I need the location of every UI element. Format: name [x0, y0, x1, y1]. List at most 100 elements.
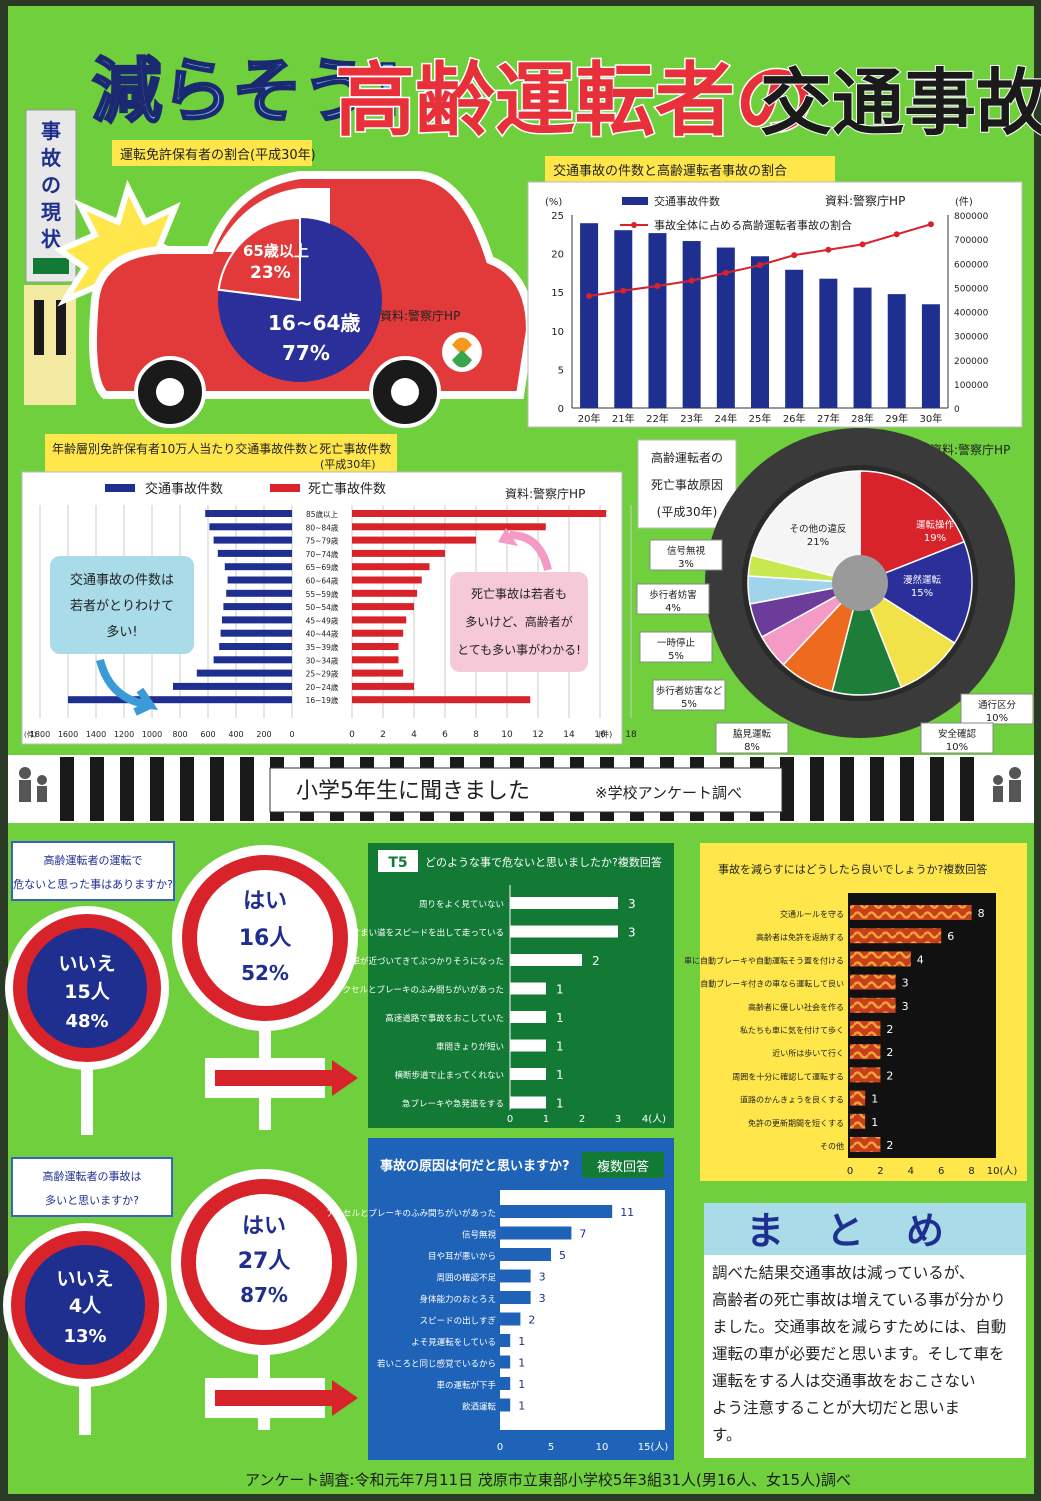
crosswalk-stripe	[150, 757, 164, 821]
danger-value: 1	[556, 1011, 564, 1025]
danger-bar	[510, 1096, 546, 1109]
trend-left-unit: (%)	[545, 197, 562, 208]
age-fatal-bar	[352, 510, 607, 517]
trend-x-tick: 20年	[578, 412, 601, 425]
q1-no-pct: 48%	[65, 1011, 108, 1032]
cause-label: スピードの出しすぎ	[420, 1316, 497, 1327]
tire-label: 一時停止	[657, 637, 696, 649]
q2-no-count: 4人	[69, 1295, 102, 1317]
tire-pct: 5%	[681, 699, 697, 710]
license-young-label: 16~64歳	[268, 311, 360, 335]
license-section: 運転免許保有者の割合(平成30年) 65歳以上 23% 16~64歳 77% 資…	[53, 140, 535, 428]
tire-pct: 10%	[946, 742, 968, 753]
danger-label: 周りをよく見ていない	[419, 900, 504, 910]
trend-x-tick: 28年	[851, 412, 874, 425]
tire-pct: 3%	[678, 559, 694, 570]
cause-value: 3	[539, 1271, 546, 1284]
age-left-tick: 1000	[142, 730, 162, 739]
age-left-unit: (件)	[24, 730, 37, 739]
age-label: 50~54歳	[306, 602, 339, 612]
age-label: 45~49歳	[306, 615, 339, 625]
age-label: 30~34歳	[306, 655, 339, 665]
side-label-char: 故	[41, 146, 62, 170]
crosswalk-stripe	[960, 757, 974, 821]
trend-legend-bar: 交通事故件数	[654, 194, 720, 208]
age-legend-left: 交通事故件数	[145, 481, 223, 497]
crosswalk-stripe	[60, 757, 74, 821]
danger-label: 横断歩道で止まってくれない	[395, 1070, 504, 1081]
age-note-left-line: 若者がとりわけて	[70, 598, 174, 614]
tire-pct: 10%	[986, 713, 1008, 724]
age-label: 25~29歳	[306, 669, 339, 679]
trend-legend-bar-swatch	[622, 197, 648, 205]
cause-label: 身体能力のおとろえ	[419, 1294, 496, 1305]
reduce-bar	[850, 1044, 881, 1060]
trend-right-unit: (件)	[955, 196, 973, 208]
cause-title: 事故の原因は何だと思いますか?	[380, 1158, 570, 1174]
age-note-right	[450, 572, 588, 672]
trend-line-point	[791, 252, 798, 259]
fatal-title-line: 高齢運転者の	[651, 450, 723, 465]
tire-label-box	[636, 583, 710, 615]
trend-legend-line: 事故全体に占める高齢運転者事故の割合	[654, 218, 852, 232]
cause-bar	[500, 1398, 511, 1412]
age-label: 55~59歳	[306, 589, 339, 599]
fatal-title-line: 死亡事故原因	[651, 477, 723, 492]
trend-line-point	[927, 221, 934, 228]
summary-line: 調べた結果交通事故は減っているが、	[712, 1264, 974, 1282]
tire-label-box	[715, 722, 789, 754]
danger-bar	[510, 1068, 546, 1080]
q2-no-pct: 13%	[63, 1326, 106, 1347]
reduce-bar	[850, 1113, 866, 1129]
age-accident-bar	[209, 523, 292, 531]
reduce-value: 2	[886, 1139, 893, 1152]
reduce-bar	[850, 1067, 881, 1083]
age-right-tick: 8	[473, 730, 479, 740]
trend-bar	[853, 287, 872, 408]
tire-label-box	[639, 631, 713, 663]
trend-left-tick: 10	[551, 327, 564, 338]
tire-pct: 21%	[807, 537, 829, 548]
title-part3: 交通事故	[760, 61, 1041, 145]
reduce-label: その他	[820, 1141, 844, 1151]
cause-value: 11	[620, 1206, 634, 1219]
age-fatal-bar	[352, 696, 531, 704]
age-left-tick: 1600	[58, 730, 78, 739]
age-left-tick: 1400	[86, 730, 106, 739]
license-source: 資料:警察庁HP	[380, 308, 460, 323]
cause-value: 1	[518, 1400, 525, 1413]
age-accident-bar	[173, 682, 292, 690]
age-right-tick: 12	[532, 730, 543, 740]
trend-line-point	[757, 262, 763, 269]
cause-value: 2	[528, 1314, 535, 1327]
reduce-title: 事故を減らすにはどうしたら良いでしょうか?複数回答	[718, 862, 987, 876]
side-label-mark	[33, 258, 69, 274]
trend-right-tick: 200000	[954, 357, 989, 367]
age-accident-bar	[68, 696, 292, 704]
age-label: 40~44歳	[306, 629, 339, 639]
age-fatal-bar	[352, 656, 399, 664]
age-year: (平成30年)	[320, 457, 376, 471]
age-source: 資料:警察庁HP	[505, 486, 585, 501]
trend-line-point	[722, 269, 729, 276]
accident-trend-section: 交通事故の件数と高齢運転者事故の割合 交通事故件数 事故全体に占める高齢運転者事…	[527, 156, 1023, 428]
tire-label-box	[652, 679, 726, 711]
danger-bar	[510, 982, 546, 995]
cause-label: 車の運転が下手	[436, 1380, 496, 1391]
age-note-left-line: 交通事故の件数は	[70, 572, 174, 588]
reduce-value: 3	[902, 1000, 909, 1013]
reduce-section: 事故を減らすにはどうしたら良いでしょうか?複数回答 8 交通ルールを守る 6 高齢者は…	[684, 843, 1027, 1181]
danger-bar	[510, 954, 582, 966]
trend-bar	[580, 223, 599, 408]
trend-right-tick: 600000	[954, 260, 989, 270]
trend-left-tick: 15	[551, 288, 564, 299]
age-note-right-line: とても多い事がわかる!	[457, 642, 581, 657]
cause-value: 3	[539, 1292, 546, 1305]
q1-question-line: 危ないと思った事はありますか?	[13, 878, 173, 891]
tire-label: 脇見運転	[733, 729, 772, 740]
trend-bar	[819, 278, 838, 408]
